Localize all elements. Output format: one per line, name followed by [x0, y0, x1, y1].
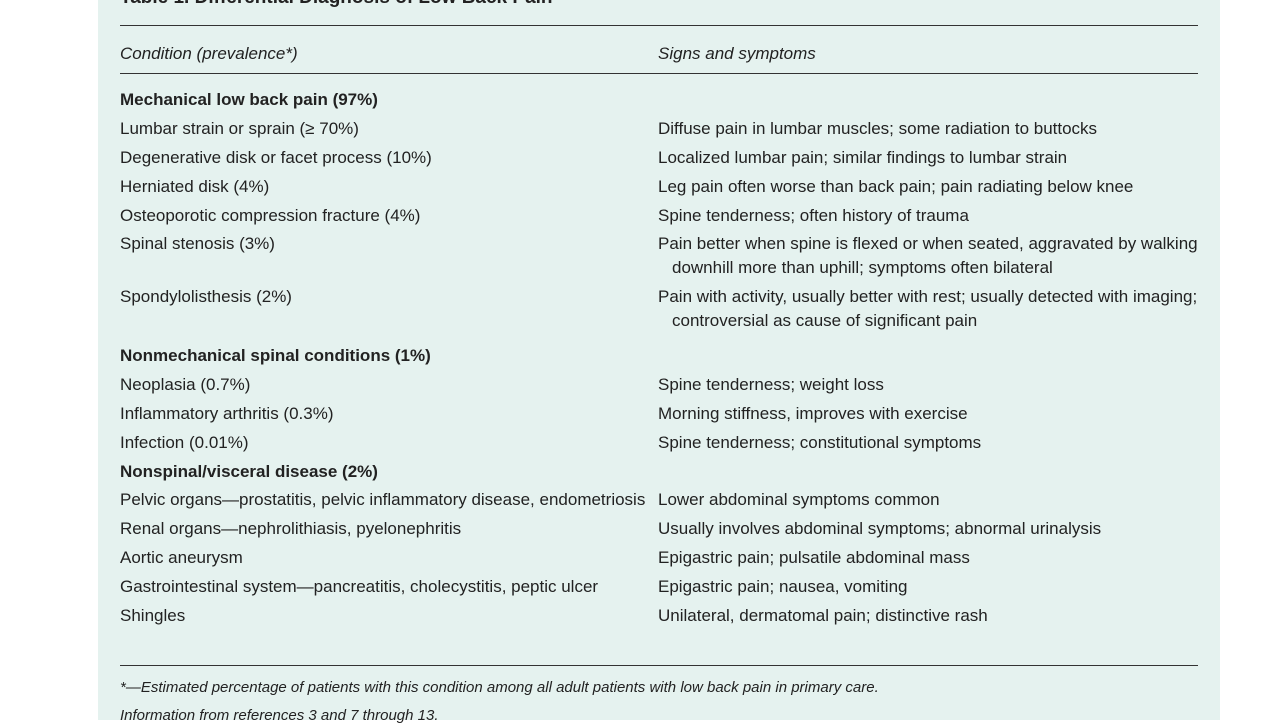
header-cell: Signs and symptoms	[658, 44, 816, 63]
table-row: Degenerative disk or facet process (10%)…	[120, 144, 1198, 173]
section-heading: Nonmechanical spinal conditions (1%)	[120, 346, 431, 366]
section-heading: Nonspinal/visceral disease (2%)	[120, 461, 378, 481]
footnote: Information from references 3 and 7 thro…	[120, 707, 439, 724]
symptoms-cell: Pain with activity, usually better with …	[658, 287, 1198, 331]
rule	[120, 73, 1198, 74]
symptoms-cell: Pain better when spine is flexed or when…	[658, 234, 1198, 278]
symptoms-cell: Localized lumbar pain; similar findings …	[658, 147, 1068, 167]
condition-cell: Pelvic organs—prostatitis, pelvic inflam…	[120, 490, 646, 510]
table-row: Infection (0.01%) Spine tenderness; const…	[120, 428, 1198, 457]
table-panel	[98, 0, 1220, 720]
symptoms-cell: Usually involves abdominal symptoms; abn…	[658, 519, 1102, 539]
condition-cell: Gastrointestinal system—pancreatitis, ch…	[120, 576, 599, 596]
table-row: Neoplasia (0.7%) Spine tenderness; weight…	[120, 371, 1198, 400]
table-row: Renal organs—nephrolithiasis, pyelonephr…	[120, 515, 1198, 544]
condition-cell: Herniated disk (4%)	[120, 176, 270, 196]
table-row: Herniated disk (4%) Leg pain often worse …	[120, 172, 1198, 201]
table-row: Lumbar strain or sprain (≥ 70%) Diffuse p…	[120, 115, 1198, 144]
table-row: Pelvic organs—prostatitis, pelvic inflam…	[120, 486, 1198, 515]
table-row: Inflammatory arthritis (0.3%) Morning sti…	[120, 400, 1198, 429]
rule	[120, 25, 1198, 26]
table-title: Table 1. Differential Diagnosis of Low B…	[120, 0, 553, 9]
table-row: Spondylolisthesis (2%) Pain with activity…	[120, 283, 1198, 336]
symptoms-cell: Unilateral, dermatomal pain; distinctive…	[658, 605, 988, 625]
condition-cell: Neoplasia (0.7%)	[120, 375, 251, 395]
condition-cell: Inflammatory arthritis (0.3%)	[120, 404, 334, 424]
symptoms-cell: Lower abdominal symptoms common	[658, 490, 940, 510]
table-row: Spinal stenosis (3%) Pain better when spi…	[120, 230, 1198, 283]
condition-cell: Renal organs—nephrolithiasis, pyelonephr…	[120, 519, 462, 539]
table-row: Osteoporotic compression fracture (4%) Sp…	[120, 201, 1198, 230]
symptoms-cell: Epigastric pain; nausea, vomiting	[658, 576, 908, 596]
condition-cell: Spinal stenosis (3%)	[120, 234, 275, 254]
footnote: *—Estimated percentage of patients with …	[120, 679, 879, 696]
symptoms-cell: Spine tenderness; constitutional symptom…	[658, 432, 982, 452]
symptoms-cell: Morning stiffness, improves with exercis…	[658, 404, 968, 424]
condition-cell: Lumbar strain or sprain (≥ 70%)	[120, 119, 359, 139]
rule	[120, 665, 1198, 666]
symptoms-cell: Spine tenderness; often history of traum…	[658, 205, 969, 225]
condition-cell: Osteoporotic compression fracture (4%)	[120, 205, 421, 225]
condition-cell: Infection (0.01%)	[120, 432, 249, 452]
header-cell: Condition (prevalence*)	[120, 44, 298, 63]
condition-cell: Shingles	[120, 605, 186, 625]
condition-cell: Aortic aneurysm	[120, 547, 243, 567]
condition-cell: Degenerative disk or facet process (10%)	[120, 147, 432, 167]
symptoms-cell: Leg pain often worse than back pain; pai…	[658, 176, 1134, 196]
table-row: Gastrointestinal system—pancreatitis, ch…	[120, 572, 1198, 601]
table-body: Mechanical low back pain (97%) Lumbar str…	[120, 86, 1198, 630]
table-row: Shingles Unilateral, dermatomal pain; dis…	[120, 601, 1198, 630]
symptoms-cell: Diffuse pain in lumbar muscles; some rad…	[658, 119, 1098, 139]
condition-cell: Spondylolisthesis (2%)	[120, 287, 292, 307]
table-row: Aortic aneurysm Epigastric pain; pulsatil…	[120, 544, 1198, 573]
symptoms-cell: Epigastric pain; pulsatile abdominal mas…	[658, 547, 970, 567]
symptoms-cell: Spine tenderness; weight loss	[658, 375, 884, 395]
section-heading: Mechanical low back pain (97%)	[120, 90, 378, 110]
